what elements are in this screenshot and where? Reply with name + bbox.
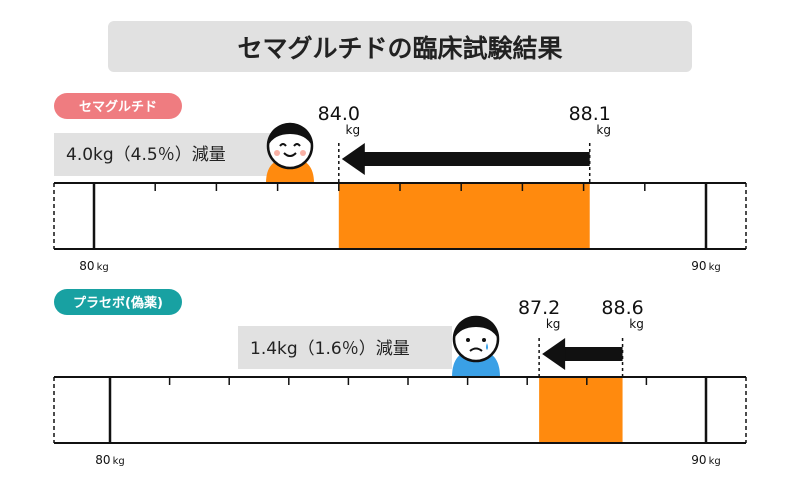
axis-min-label: 80 kg: [79, 259, 108, 273]
result-label: 1.4kg（1.6％）減量: [250, 339, 410, 359]
end-unit-label: kg: [346, 123, 361, 137]
start-value-label: 88.1: [569, 103, 611, 125]
semaglutide-panel: セマグルチド 4.0kg（4.5％）減量 80 kg 90 kg84.0kg88.1k…: [53, 93, 747, 273]
group-badge: [54, 289, 182, 315]
result-label: 4.0kg（4.5％）減量: [66, 145, 226, 165]
arrow-shaft: [360, 152, 590, 166]
scale-track: [53, 376, 747, 444]
placebo-panel: プラセボ(偽薬) 1.4kg（1.6％）減量 80 kg 90 kg87.2kg88.…: [53, 289, 747, 467]
smile-face-icon: [266, 122, 314, 183]
start-unit-label: kg: [596, 123, 611, 137]
result-panel: [238, 326, 452, 369]
end-unit-label: kg: [546, 317, 561, 331]
arrow-shaft: [561, 347, 623, 361]
arrow-head: [542, 338, 566, 370]
end-value-label: 84.0: [318, 103, 360, 125]
weight-range-bar: [338, 184, 590, 248]
group-label: セマグルチド: [79, 99, 157, 115]
weight-range-bar: [539, 378, 623, 442]
group-badge: [54, 93, 182, 119]
result-panel: [54, 133, 279, 176]
title-banner: [108, 21, 692, 72]
sad-face-icon: [452, 315, 500, 377]
start-unit-label: kg: [629, 317, 644, 331]
start-value-label: 88.6: [601, 297, 643, 319]
group-label: プラセボ(偽薬): [73, 295, 163, 311]
end-value-label: 87.2: [518, 297, 560, 319]
arrow-head: [341, 143, 365, 175]
chart-title: セマグルチドの臨床試験結果: [237, 34, 562, 63]
axis-max-label: 90 kg: [691, 259, 720, 273]
axis-max-label: 90 kg: [691, 453, 720, 467]
axis-min-label: 80 kg: [95, 453, 124, 467]
